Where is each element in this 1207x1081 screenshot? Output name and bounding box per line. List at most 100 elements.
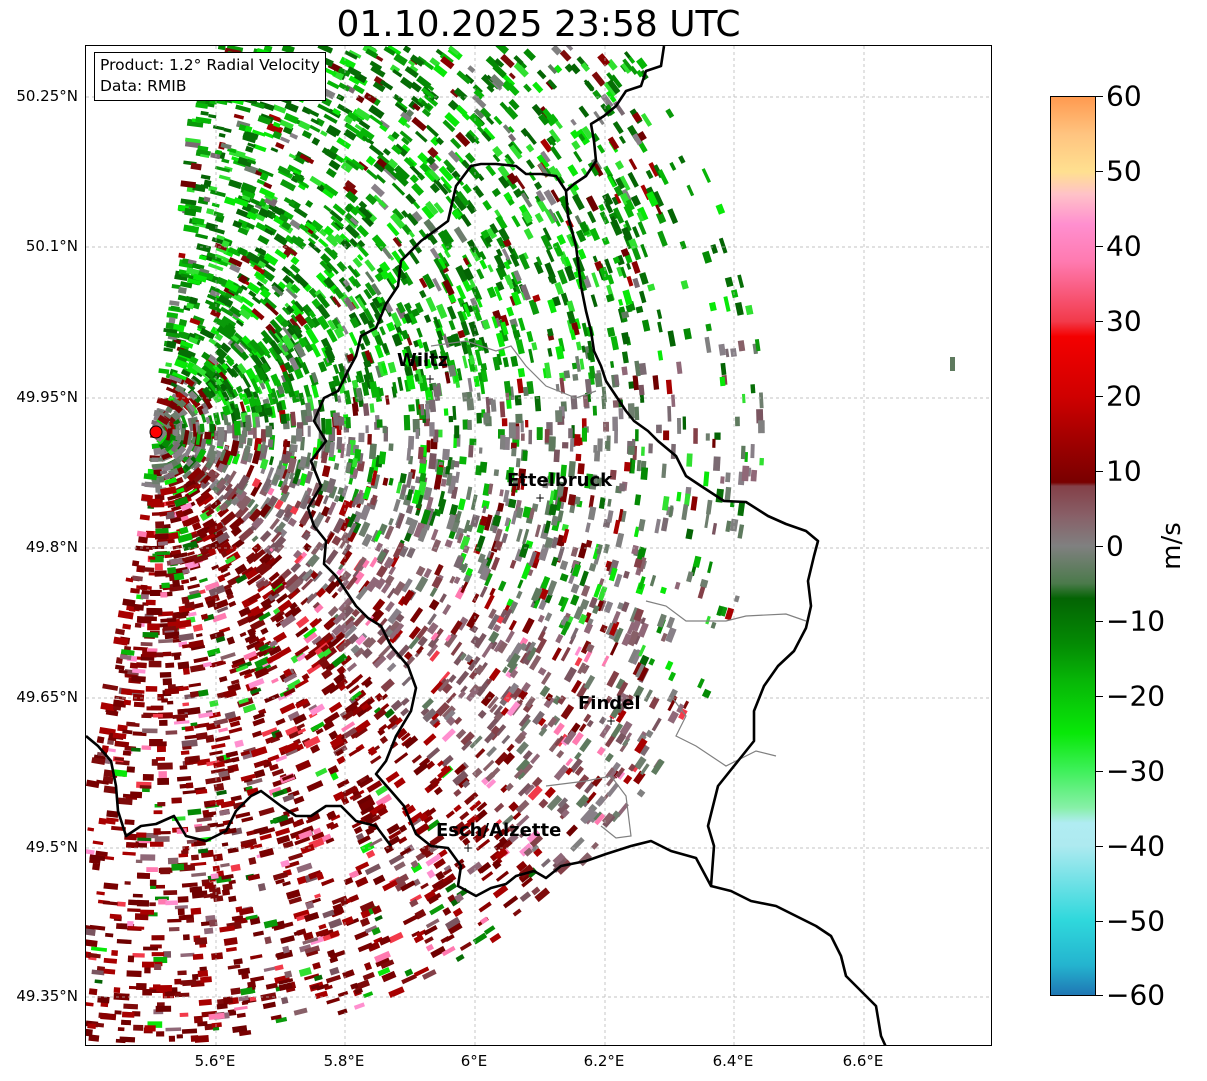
velocity-echo xyxy=(553,764,569,781)
velocity-echo xyxy=(502,814,515,827)
velocity-echo xyxy=(161,432,176,449)
velocity-echo xyxy=(326,810,337,821)
canton-border-southeast xyxy=(670,695,777,767)
velocity-echo xyxy=(188,336,199,345)
velocity-echo xyxy=(433,316,441,330)
velocity-echo xyxy=(515,339,525,355)
velocity-echo xyxy=(175,619,192,629)
velocity-echo xyxy=(451,208,462,220)
velocity-echo xyxy=(171,371,187,381)
velocity-echo xyxy=(202,661,212,668)
velocity-echo xyxy=(128,926,145,930)
velocity-echo xyxy=(553,449,560,463)
velocity-echo xyxy=(606,670,620,688)
velocity-echo xyxy=(357,239,366,248)
velocity-echo xyxy=(187,592,202,600)
velocity-echo xyxy=(556,801,570,815)
velocity-echo xyxy=(187,551,195,557)
velocity-echo xyxy=(521,617,535,635)
velocity-echo xyxy=(190,375,203,386)
velocity-echo xyxy=(94,979,103,984)
velocity-echo xyxy=(294,836,311,846)
velocity-echo xyxy=(251,308,265,321)
velocity-echo xyxy=(469,735,483,749)
velocity-echo xyxy=(481,871,494,882)
velocity-echo xyxy=(725,520,732,533)
velocity-echo xyxy=(277,341,289,357)
velocity-echo xyxy=(253,264,266,275)
velocity-echo xyxy=(257,649,268,658)
velocity-echo xyxy=(587,210,597,224)
velocity-echo xyxy=(618,483,626,492)
velocity-echo xyxy=(200,976,212,984)
velocity-echo xyxy=(663,430,670,441)
velocity-echo xyxy=(257,168,274,178)
velocity-echo xyxy=(252,717,266,727)
velocity-echo xyxy=(268,639,278,648)
velocity-echo xyxy=(667,406,672,422)
velocity-echo xyxy=(88,988,98,996)
velocity-echo xyxy=(501,418,508,427)
velocity-echo xyxy=(359,917,371,927)
velocity-echo xyxy=(234,739,244,748)
velocity-echo xyxy=(641,446,645,456)
velocity-echo xyxy=(522,506,532,519)
velocity-echo xyxy=(315,728,324,735)
velocity-echo xyxy=(369,301,381,317)
velocity-echo xyxy=(272,779,284,788)
velocity-echo xyxy=(668,505,674,518)
velocity-echo xyxy=(275,646,292,659)
velocity-echo xyxy=(201,406,210,415)
velocity-echo xyxy=(336,93,345,102)
velocity-echo xyxy=(401,349,411,366)
velocity-echo xyxy=(201,351,211,361)
velocity-echo xyxy=(500,685,513,701)
velocity-echo xyxy=(735,416,740,427)
velocity-echo xyxy=(219,809,231,816)
velocity-echo xyxy=(386,662,397,673)
velocity-echo xyxy=(312,601,321,610)
velocity-echo xyxy=(500,321,509,336)
velocity-echo xyxy=(369,837,383,847)
velocity-echo xyxy=(604,767,615,779)
velocity-echo xyxy=(419,812,429,822)
velocity-echo xyxy=(452,907,463,918)
velocity-echo xyxy=(157,414,170,426)
velocity-echo xyxy=(424,890,437,902)
velocity-echo xyxy=(442,603,452,616)
velocity-echo xyxy=(281,343,289,353)
velocity-echo xyxy=(604,752,614,763)
velocity-echo xyxy=(387,158,399,170)
velocity-echo xyxy=(168,317,176,324)
velocity-echo xyxy=(506,652,521,670)
velocity-echo xyxy=(479,250,487,261)
velocity-echo xyxy=(519,718,532,732)
velocity-echo xyxy=(237,247,248,257)
velocity-echo xyxy=(187,808,202,816)
velocity-echo xyxy=(640,112,653,127)
velocity-echo xyxy=(312,570,323,582)
velocity-echo xyxy=(613,627,624,643)
velocity-echo xyxy=(153,956,168,964)
velocity-echo xyxy=(508,498,517,509)
velocity-echo xyxy=(308,241,322,254)
velocity-echo xyxy=(280,319,290,329)
velocity-echo xyxy=(484,731,496,744)
velocity-echo xyxy=(155,757,166,761)
velocity-echo xyxy=(499,489,504,497)
velocity-echo xyxy=(638,384,645,396)
velocity-echo xyxy=(284,101,299,113)
velocity-echo xyxy=(568,460,576,478)
velocity-echo xyxy=(567,164,579,177)
velocity-echo xyxy=(330,631,346,647)
velocity-echo xyxy=(437,678,451,693)
velocity-echo xyxy=(476,268,485,280)
velocity-echo xyxy=(258,827,276,836)
velocity-colorbar xyxy=(1050,96,1096,996)
velocity-echo xyxy=(579,570,589,587)
velocity-echo xyxy=(546,580,558,596)
velocity-echo xyxy=(636,459,642,472)
velocity-echo xyxy=(414,576,429,593)
velocity-echo xyxy=(319,260,333,274)
velocity-echo xyxy=(501,532,509,544)
